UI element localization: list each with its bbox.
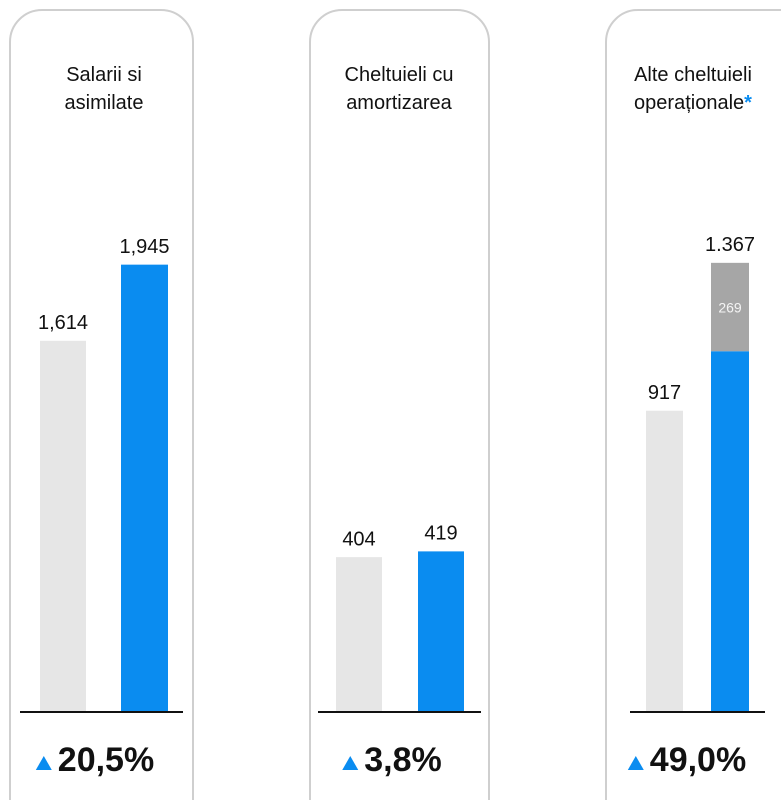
value-label: 404 bbox=[342, 528, 375, 550]
bar-segment bbox=[711, 262, 749, 352]
title-mark: * bbox=[744, 92, 752, 114]
panel-title: operaționale* bbox=[634, 92, 752, 114]
panel-title: Salarii si bbox=[66, 64, 142, 86]
total-label: 917 bbox=[648, 382, 681, 404]
bar bbox=[418, 551, 464, 712]
panel bbox=[605, 9, 781, 800]
bar-segment bbox=[711, 351, 749, 712]
value-label: 419 bbox=[424, 523, 457, 545]
change-arrow bbox=[342, 756, 359, 770]
title-line: Alte cheltuieli bbox=[634, 64, 752, 86]
bar bbox=[121, 264, 168, 712]
title-line: amortizarea bbox=[346, 92, 452, 114]
change-label: 20,5% bbox=[58, 741, 154, 779]
change-label: 3,8% bbox=[364, 741, 442, 779]
panel bbox=[9, 9, 194, 800]
value-label: 1,945 bbox=[119, 236, 169, 258]
change-arrow bbox=[627, 756, 644, 770]
change-label: 49,0% bbox=[650, 741, 746, 779]
title-line: Salarii si bbox=[66, 64, 142, 86]
title-line: operaționale bbox=[634, 92, 744, 114]
panel-title: Alte cheltuieli bbox=[634, 64, 752, 86]
title-line: asimilate bbox=[65, 92, 144, 114]
title-line: Cheltuieli cu bbox=[345, 64, 454, 86]
value-label: 1,614 bbox=[38, 312, 88, 334]
panel-title: Cheltuieli cu bbox=[345, 64, 454, 86]
change-arrow bbox=[35, 756, 52, 770]
segment-label: 269 bbox=[718, 300, 742, 316]
bar-segment bbox=[646, 410, 683, 712]
panel-title: asimilate bbox=[65, 92, 144, 114]
bar bbox=[40, 340, 86, 712]
panel bbox=[309, 9, 490, 800]
bar bbox=[336, 557, 382, 712]
total-label: 1.367 bbox=[705, 234, 755, 256]
panel-title: amortizarea bbox=[346, 92, 452, 114]
